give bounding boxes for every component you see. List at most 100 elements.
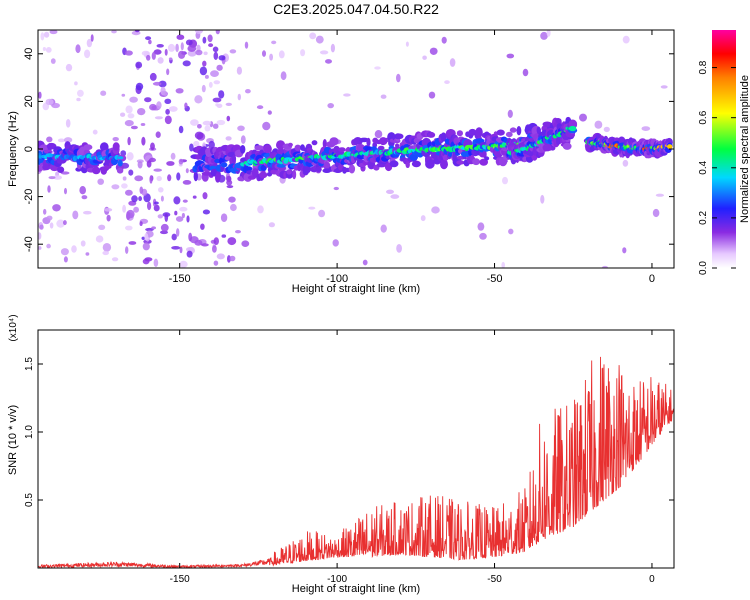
spectrogram-cell: [193, 171, 198, 182]
spectrogram-speckle: [213, 260, 219, 266]
spectrogram-speckle: [141, 136, 146, 146]
spectrogram-speckle: [106, 214, 111, 222]
spectrogram-speckle: [135, 82, 144, 91]
spectrogram-speckle: [221, 234, 227, 238]
spectrogram-cell: [231, 154, 237, 163]
spectrogram-speckle: [142, 242, 150, 251]
spectrogram-speckle: [201, 243, 209, 247]
spectrogram-speckle: [149, 103, 157, 111]
spectrogram-cell: [425, 159, 435, 169]
spectrogram-speckle: [374, 130, 383, 139]
spectrogram-speckle: [660, 85, 668, 89]
snr-y-ticks: 0.5 1.0 1.5: [24, 357, 674, 507]
spectrogram-speckle: [98, 224, 106, 230]
spectrogram-speckle: [158, 80, 167, 88]
spectrogram-cell: [356, 144, 366, 153]
spectrogram-speckle: [213, 237, 219, 246]
spectrogram-cell: [542, 121, 552, 127]
spectrogram-cell: [244, 166, 253, 171]
spectrogram-speckle: [245, 89, 251, 94]
spectrogram-speckle: [228, 196, 236, 203]
spectrogram-cell: [542, 144, 552, 152]
spectrogram-speckle: [444, 80, 450, 84]
spectrogram-speckle: [188, 232, 193, 242]
spectrogram-speckle: [308, 206, 316, 210]
spectrogram-speckle: [76, 97, 81, 102]
snr-x-label: Height of straight line (km): [292, 583, 420, 595]
spectrogram-cell: [258, 171, 268, 179]
spectrogram-speckle: [63, 256, 68, 263]
spectrogram-speckle: [622, 247, 627, 254]
spectrogram-speckle: [380, 224, 387, 233]
snr-x-tick-label: -100: [327, 574, 347, 585]
spectrogram-speckle: [92, 129, 98, 135]
spectrogram-cell: [472, 158, 480, 166]
spectrogram-speckle: [218, 90, 225, 99]
spectrogram-speckle: [149, 175, 153, 184]
spectrogram-cell: [315, 166, 322, 173]
spectrogram-speckle: [152, 81, 162, 86]
spectrogram-speckle: [216, 253, 225, 260]
spectrogram-speckle: [45, 47, 52, 53]
colorbar-ticks: 0.0 0.2 0.4 0.6 0.8: [698, 60, 736, 275]
spectrogram-speckle: [187, 50, 197, 57]
spectrogram-speckle: [176, 172, 181, 181]
spectrogram-y-tick-label: 40: [23, 48, 35, 60]
spectrogram-cell: [260, 164, 267, 171]
spectrogram-speckle: [186, 250, 193, 258]
spectrogram-speckle: [269, 53, 273, 61]
spectrogram-speckle: [80, 240, 86, 247]
spectrogram-cell: [215, 173, 221, 183]
snr-x-tick-label: 0: [649, 574, 655, 585]
spectrogram-speckle: [153, 258, 159, 267]
spectrogram-speckle: [65, 119, 71, 128]
spectrogram-speckle: [182, 199, 188, 203]
spectrogram-speckle: [77, 89, 84, 97]
spectrogram-cell: [562, 142, 572, 150]
spectrogram-speckle: [237, 125, 245, 132]
spectrogram-speckle: [168, 106, 178, 112]
spectrogram-speckle: [85, 252, 90, 256]
snr-x-ticks: -150 -100 -50 0: [170, 330, 655, 585]
spectrogram-x-tick-label: 0: [649, 273, 655, 285]
snr-y-multiplier: (x10⁴): [8, 314, 19, 341]
spectrogram-cell: [117, 159, 123, 167]
spectrogram-speckle: [104, 208, 113, 212]
spectrogram-speckle: [193, 140, 200, 147]
spectrogram-speckle: [50, 58, 56, 64]
spectrogram-speckle: [84, 49, 91, 59]
spectrogram-speckle: [126, 152, 134, 161]
spectrogram-speckle: [278, 50, 285, 59]
colorbar-tick-label: 0.2: [698, 211, 709, 225]
spectrogram-speckle: [160, 195, 164, 202]
spectrogram-speckle: [79, 186, 86, 195]
spectrogram-speckle: [178, 158, 184, 165]
spectrogram-speckle: [158, 187, 164, 193]
spectrogram-speckle: [168, 57, 173, 61]
spectrogram-speckle: [240, 135, 246, 144]
spectrogram-speckle: [405, 41, 409, 47]
snr-frame: [37, 329, 675, 569]
spectrogram-cell: [323, 161, 331, 171]
spectrogram-speckle: [75, 44, 81, 54]
spectrogram-speckle: [38, 232, 42, 240]
spectrogram-speckle: [507, 109, 513, 118]
snr-y-tick-label: 0.5: [24, 493, 35, 507]
spectrogram-speckle: [386, 189, 394, 194]
spectrogram-speckle: [171, 233, 177, 241]
spectrogram-speckle: [134, 175, 144, 182]
spectrogram-speckle: [51, 102, 60, 109]
spectrogram-cell: [505, 131, 513, 138]
spectrogram-speckle: [164, 115, 172, 125]
spectrogram-cell: [568, 125, 577, 132]
spectrogram-speckle: [56, 219, 65, 228]
spectrogram-speckle: [65, 63, 73, 72]
spectrogram-speckle: [38, 246, 42, 250]
spectrogram-speckle: [111, 184, 120, 190]
spectrogram-speckle: [175, 216, 184, 222]
spectrogram-speckle: [156, 101, 162, 110]
spectrogram-speckle: [268, 222, 275, 228]
spectrogram-speckle: [422, 55, 427, 60]
spectrogram-speckle: [49, 222, 54, 229]
